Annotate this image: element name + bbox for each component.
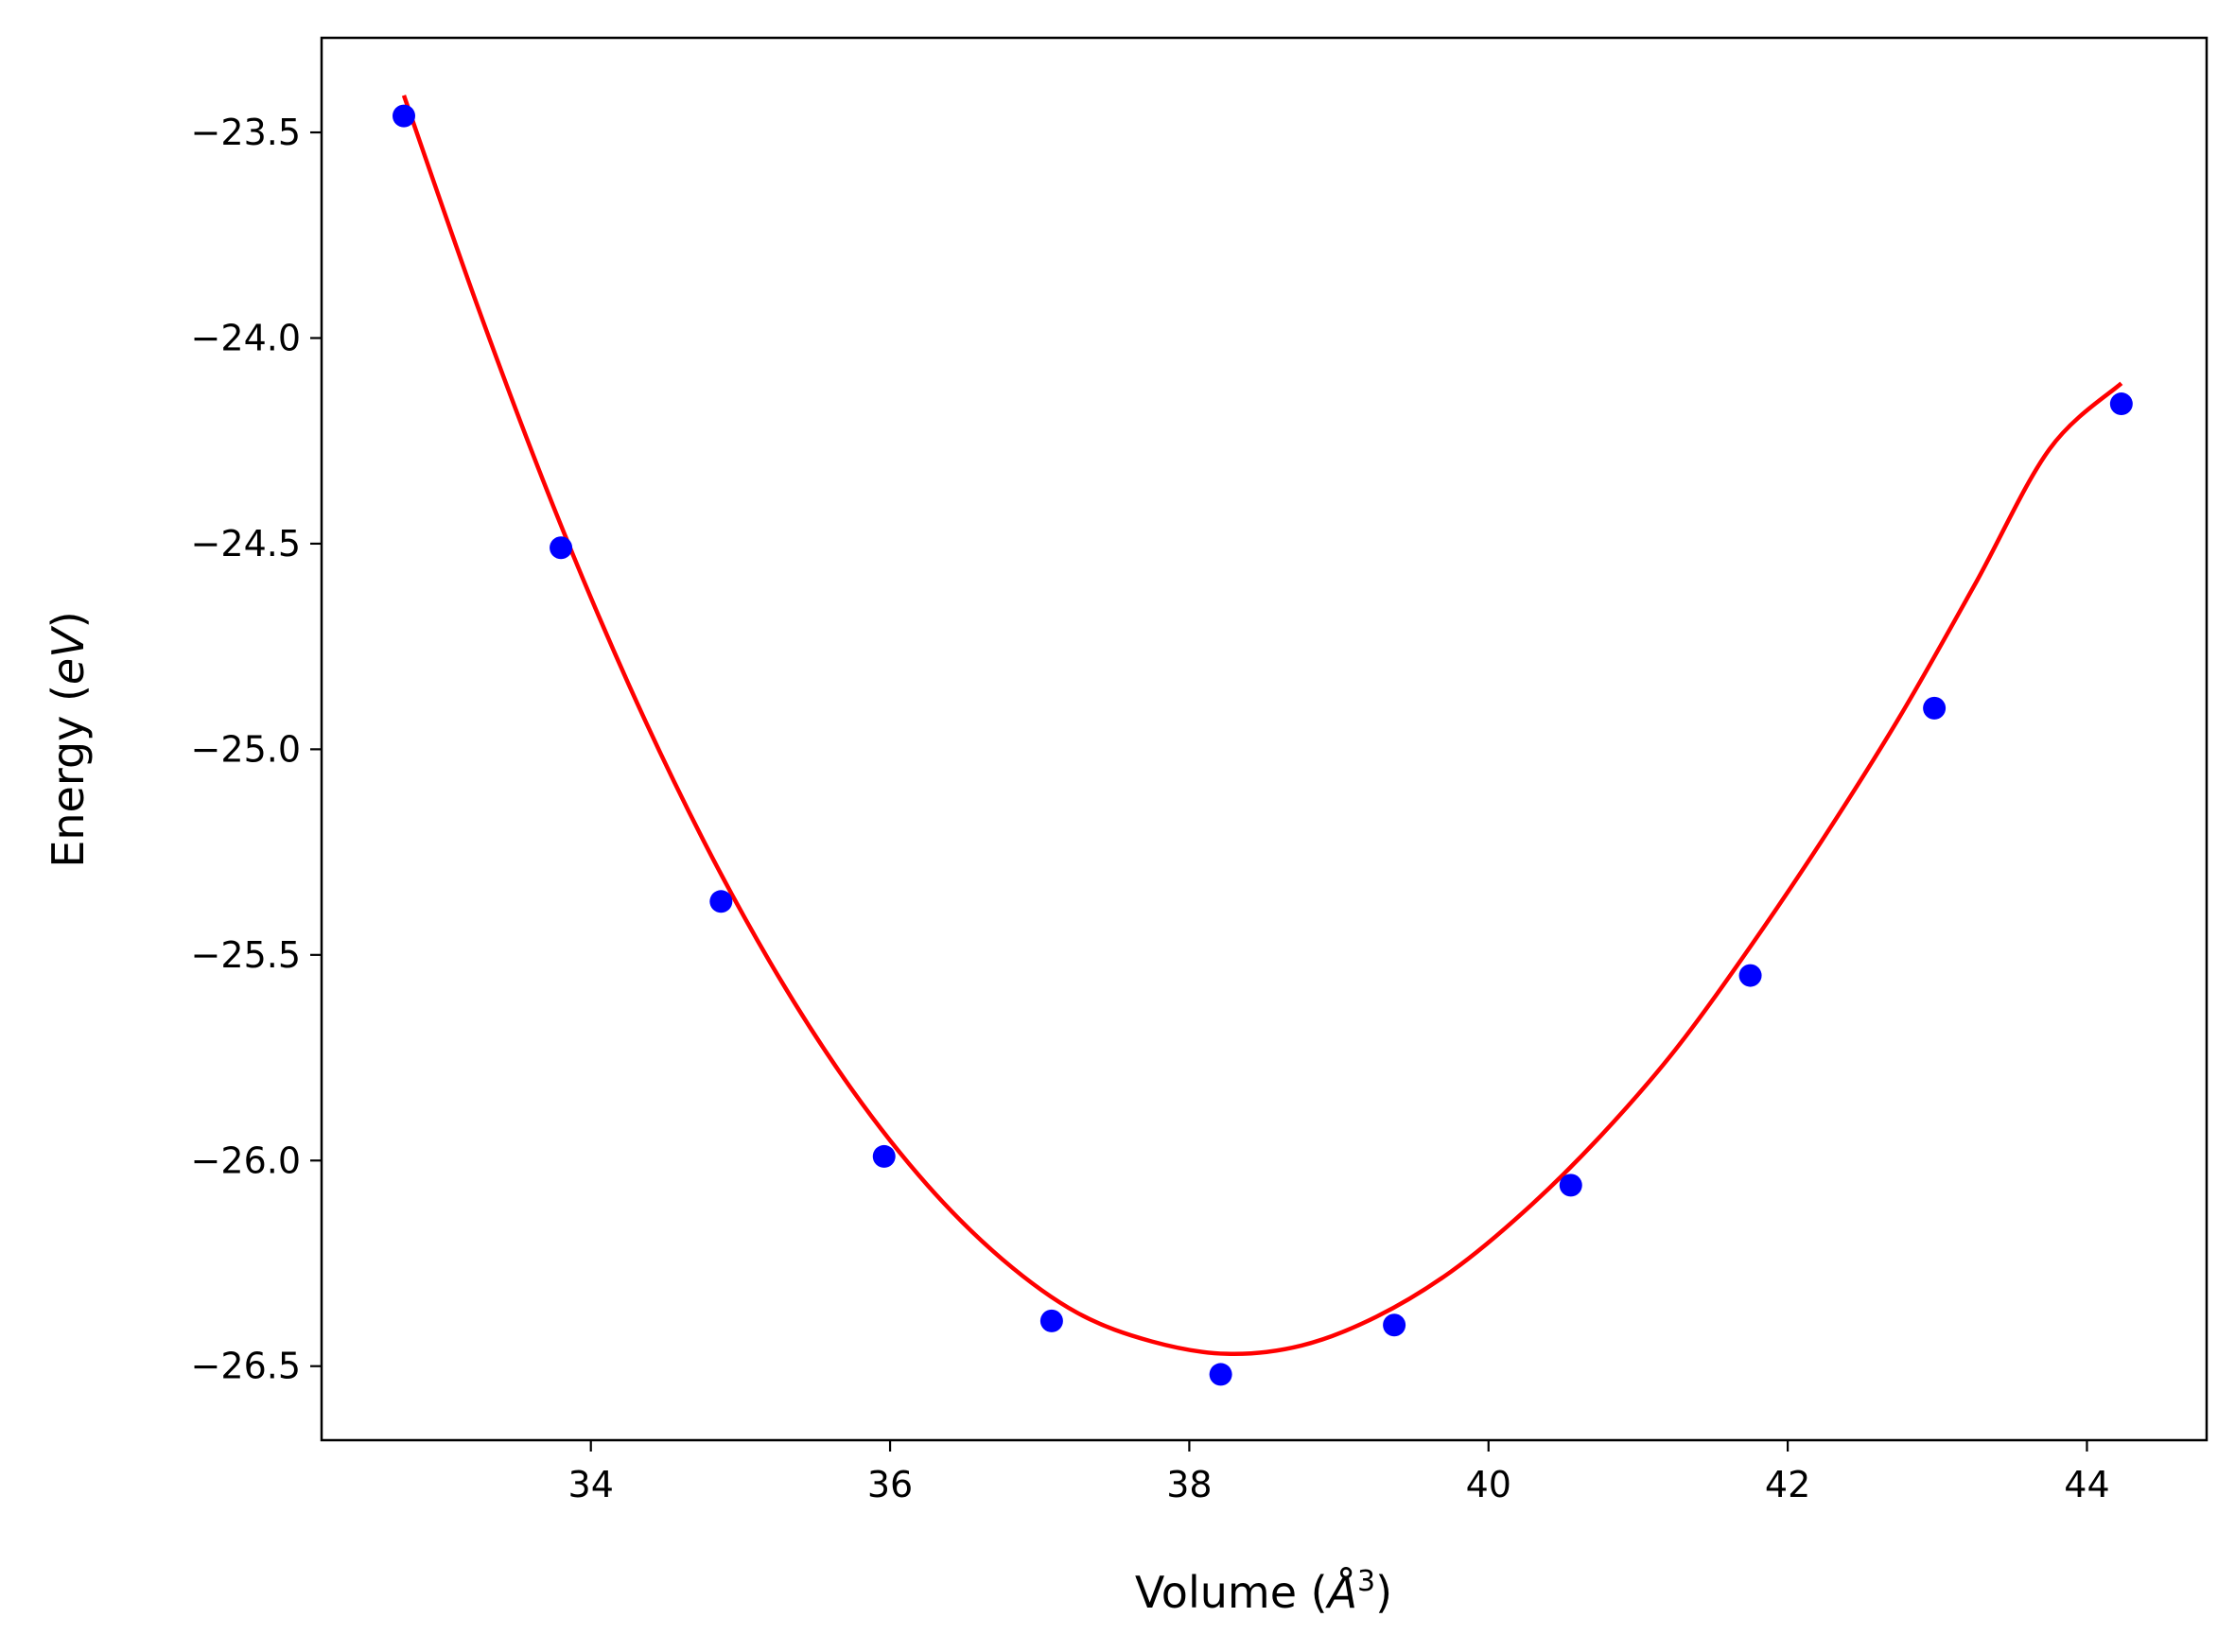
y-tick-label: −24.0 [191,317,301,358]
fit-curve [401,95,2123,1357]
y-tick-label: −25.5 [191,934,301,976]
data-point [2109,392,2133,416]
x-tick-label: 44 [2064,1464,2109,1505]
x-tick-label: 34 [568,1464,614,1505]
plot-frame [320,36,2209,1442]
x-axis-ticks: 34 36 38 40 42 44 [568,1440,2110,1505]
data-point [393,104,415,128]
x-axis-label: Volume (Å3) [1135,1565,1392,1618]
x-tick-label: 38 [1166,1464,1212,1505]
data-point [1383,1313,1406,1337]
data-point [1209,1363,1232,1386]
data-point [550,536,573,560]
data-point [709,890,733,913]
y-axis-label-prefix: Energy ( [43,685,94,868]
x-tick-label: 42 [1765,1464,1810,1505]
data-point [872,1144,896,1168]
plot-background [322,38,2207,1440]
y-tick-label: −23.5 [191,112,301,153]
data-point [1738,964,1762,987]
y-axis-label-symbol: eV [43,625,94,685]
y-axis-label-suffix: ) [43,611,94,628]
data-point [1559,1174,1582,1197]
x-tick-label: 36 [867,1464,913,1505]
y-tick-label: −24.5 [191,523,301,565]
data-point [1923,696,1947,720]
data-points-layer [393,104,2133,1386]
y-tick-label: −25.0 [191,728,301,770]
x-axis-label-symbol: Å [1325,1567,1357,1618]
data-point [1039,1309,1063,1332]
fit-curve-layer [401,95,2123,1357]
x-axis-label-superscript: 3 [1357,1565,1375,1598]
x-tick-label: 40 [1466,1464,1511,1505]
x-axis-label-suffix: ) [1375,1567,1392,1618]
y-axis-label: Energy (eV) [43,611,94,867]
x-axis-label-prefix: Volume ( [1135,1567,1328,1618]
y-tick-label: −26.5 [191,1346,301,1387]
y-tick-label: −26.0 [191,1139,301,1181]
y-axis-ticks: −23.5 −24.0 −24.5 −25.0 −25.5 −26.0 −26.5 [191,112,322,1387]
